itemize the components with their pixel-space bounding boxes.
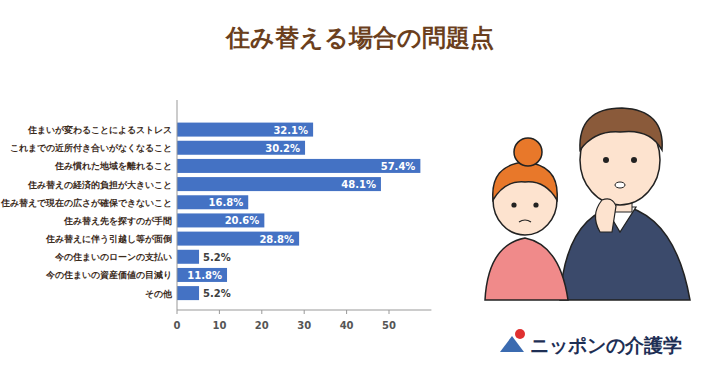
data-label: 28.8% xyxy=(259,234,294,245)
data-label: 5.2% xyxy=(203,288,231,299)
category-label: 住み替えの経済的負担が大きいこと xyxy=(27,180,172,190)
data-label: 5.2% xyxy=(203,252,231,263)
category-label: 今の住まいの資産価値の目減り xyxy=(45,270,172,280)
woman-eye xyxy=(511,202,516,207)
x-tick xyxy=(261,310,262,314)
x-tick xyxy=(389,310,390,314)
bars xyxy=(177,123,420,301)
category-label: 住み替え先を探すのが手間 xyxy=(63,216,172,226)
woman-body xyxy=(485,238,568,300)
title: 住み替える場合の問題点 xyxy=(225,24,494,52)
bar xyxy=(177,250,199,264)
man-eye xyxy=(603,157,609,163)
illustration xyxy=(485,108,690,300)
x-tick-label: 40 xyxy=(340,320,354,331)
bar xyxy=(177,268,227,282)
x-tick-label: 30 xyxy=(297,320,311,331)
category-label: 住み慣れた地域を離れること xyxy=(54,161,172,171)
man-hand xyxy=(595,199,616,232)
category-label: 今の住まいのローンの支払い xyxy=(54,252,172,262)
logo-text: ニッポンの介護学 xyxy=(530,334,682,356)
bar xyxy=(177,286,199,300)
x-tick xyxy=(177,310,178,314)
man-body xyxy=(560,205,690,300)
bar xyxy=(177,159,420,173)
category-label: 住まいが変わることによるストレス xyxy=(27,125,172,135)
data-label: 57.4% xyxy=(381,161,416,172)
chart-root: 住み替える場合の問題点 32.1% 住まいが変わることによるストレス 30.2% これま… xyxy=(0,0,720,377)
x-tick-label: 50 xyxy=(382,320,396,331)
data-label: 30.2% xyxy=(265,143,300,154)
x-tick xyxy=(346,310,347,314)
x-tick xyxy=(219,310,220,314)
man-hair xyxy=(580,108,662,150)
woman-mouth xyxy=(519,220,531,222)
labels: 32.1% 住まいが変わることによるストレス 30.2% これまでの近所付き合いがなく… xyxy=(0,125,415,300)
bar xyxy=(177,177,381,191)
category-label: その他 xyxy=(145,289,173,299)
category-label: 住み替えに伴う引越し等が面倒 xyxy=(45,234,172,244)
chart-svg: 住み替える場合の問題点 32.1% 住まいが変わることによるストレス 30.2% これま… xyxy=(0,0,720,377)
x-tick-label: 20 xyxy=(255,320,269,331)
bar xyxy=(177,213,264,227)
bar xyxy=(177,232,299,246)
data-label: 16.8% xyxy=(209,197,244,208)
data-label: 20.6% xyxy=(225,215,260,226)
man-mouth xyxy=(615,182,625,188)
category-label: これまでの近所付き合いがなくなること xyxy=(10,143,172,153)
logo-sun xyxy=(515,329,525,339)
x-tick xyxy=(304,310,305,314)
man-eye xyxy=(631,157,637,163)
data-label: 11.8% xyxy=(187,270,222,281)
data-label: 48.1% xyxy=(341,179,376,190)
bar xyxy=(177,195,248,209)
x-tick-label: 0 xyxy=(174,320,181,331)
logo: ニッポンの介護学 xyxy=(500,329,682,356)
woman-eye xyxy=(533,202,538,207)
y-axis xyxy=(177,100,178,310)
woman-hair xyxy=(493,162,557,200)
category-label: 住み替えで現在の広さが確保できないこと xyxy=(0,198,172,208)
x-tick-label: 10 xyxy=(212,320,226,331)
bar xyxy=(177,123,313,137)
bar xyxy=(177,141,305,155)
woman-bun xyxy=(514,138,542,166)
data-label: 32.1% xyxy=(273,125,308,136)
